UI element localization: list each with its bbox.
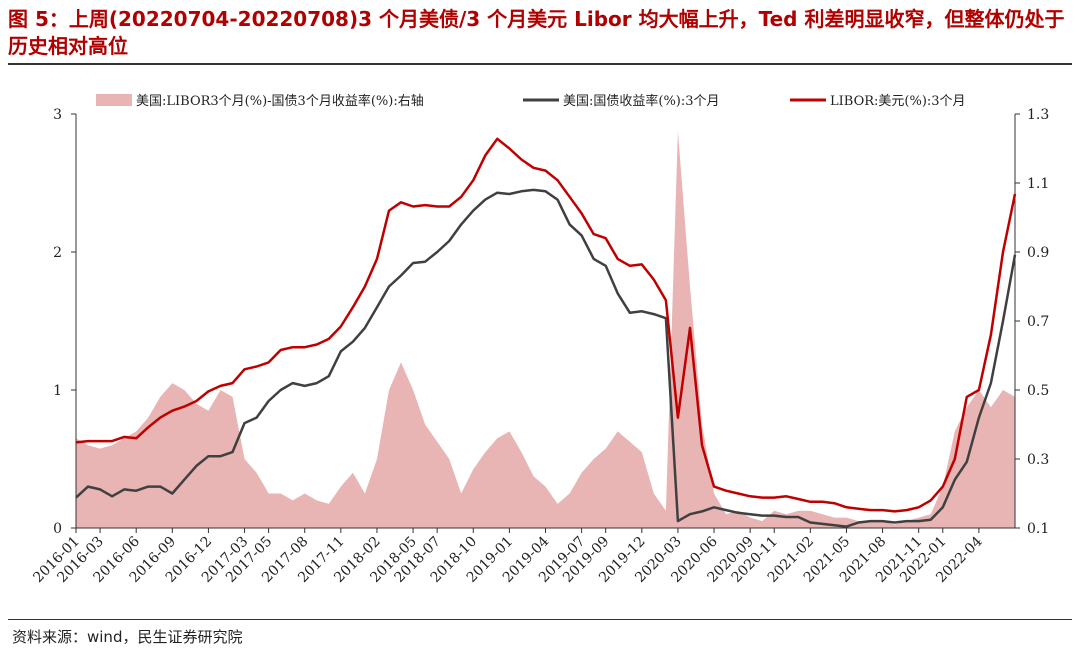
source-note: 资料来源：wind，民生证券研究院 bbox=[12, 628, 243, 646]
right-tick-label: 0.1 bbox=[1027, 521, 1049, 537]
left-tick-label: 1 bbox=[53, 383, 62, 399]
right-tick-label: 1.1 bbox=[1027, 176, 1049, 192]
right-tick-label: 1.3 bbox=[1027, 107, 1049, 123]
source-rule bbox=[8, 619, 1072, 620]
series-libor-line bbox=[75, 137, 1017, 513]
left-tick-label: 2 bbox=[53, 245, 62, 261]
right-tick-label: 0.5 bbox=[1027, 383, 1049, 399]
right-tick-label: 0.7 bbox=[1027, 314, 1049, 330]
line-layer bbox=[75, 137, 1017, 528]
legend-layer: 美国:LIBOR3个月(%)-国债3个月收益率(%):右轴 美国:国债收益率(%)… bbox=[96, 93, 966, 109]
series-treasury-line bbox=[75, 188, 1017, 528]
series-spread-area bbox=[76, 131, 1015, 529]
left-tick-label: 0 bbox=[53, 521, 62, 537]
title-rule bbox=[8, 63, 1072, 65]
legend-spread-swatch bbox=[96, 94, 132, 106]
figure-title: 图 5：上周(20220704-20220708)3 个月美债/3 个月美元 L… bbox=[8, 7, 1065, 58]
right-tick-label: 0.3 bbox=[1027, 452, 1049, 468]
legend-libor-label: LIBOR:美元(%):3个月 bbox=[830, 94, 966, 109]
legend-spread-label: 美国:LIBOR3个月(%)-国债3个月收益率(%):右轴 bbox=[136, 93, 424, 109]
left-tick-label: 3 bbox=[53, 107, 62, 123]
legend-treasury-label: 美国:国债收益率(%):3个月 bbox=[563, 93, 720, 109]
spread-area-layer bbox=[76, 131, 1015, 529]
right-tick-label: 0.9 bbox=[1027, 245, 1049, 261]
